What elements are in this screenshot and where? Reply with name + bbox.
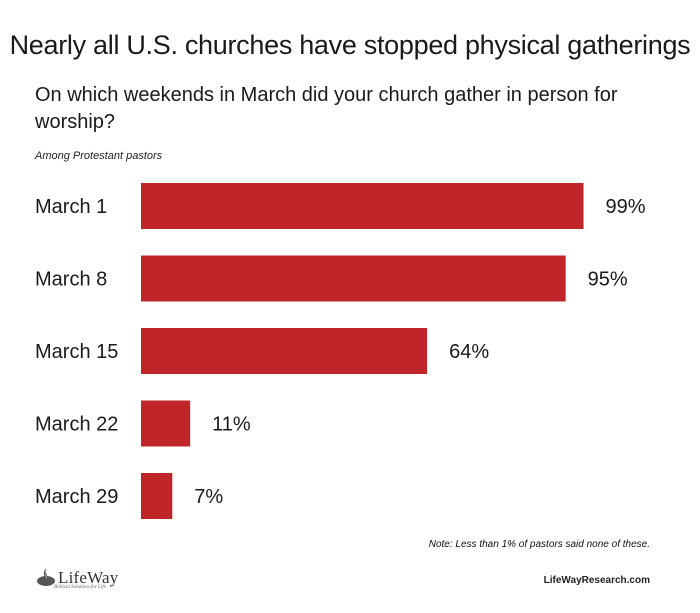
value-label: 95%	[588, 269, 628, 291]
value-label: 11%	[212, 414, 251, 436]
category-label: March 1	[35, 196, 107, 218]
logo-tagline: Biblical Solutions for Life	[54, 585, 106, 590]
survey-question: On which weekends in March did your chur…	[35, 84, 618, 133]
value-label: 99%	[606, 196, 646, 218]
source-website: LifeWayResearch.com	[543, 575, 650, 586]
category-label: March 8	[35, 269, 107, 291]
bar	[141, 328, 428, 374]
category-label: March 29	[35, 486, 118, 508]
footnote: Note: Less than 1% of pastors said none …	[428, 539, 650, 550]
bar	[141, 255, 566, 302]
chart-subtitle: Among Protestant pastors	[35, 150, 163, 162]
chart-title: Nearly all U.S. churches have stopped ph…	[9, 30, 691, 60]
category-label: March 22	[35, 414, 118, 436]
logo-wordmark: LifeWay	[58, 568, 119, 587]
category-label: March 15	[35, 341, 118, 363]
value-label: 7%	[194, 486, 223, 508]
bar	[141, 183, 584, 229]
value-label: 64%	[449, 341, 489, 363]
bar	[141, 400, 191, 447]
lifeway-flame-icon	[37, 568, 55, 586]
bar	[141, 473, 173, 519]
